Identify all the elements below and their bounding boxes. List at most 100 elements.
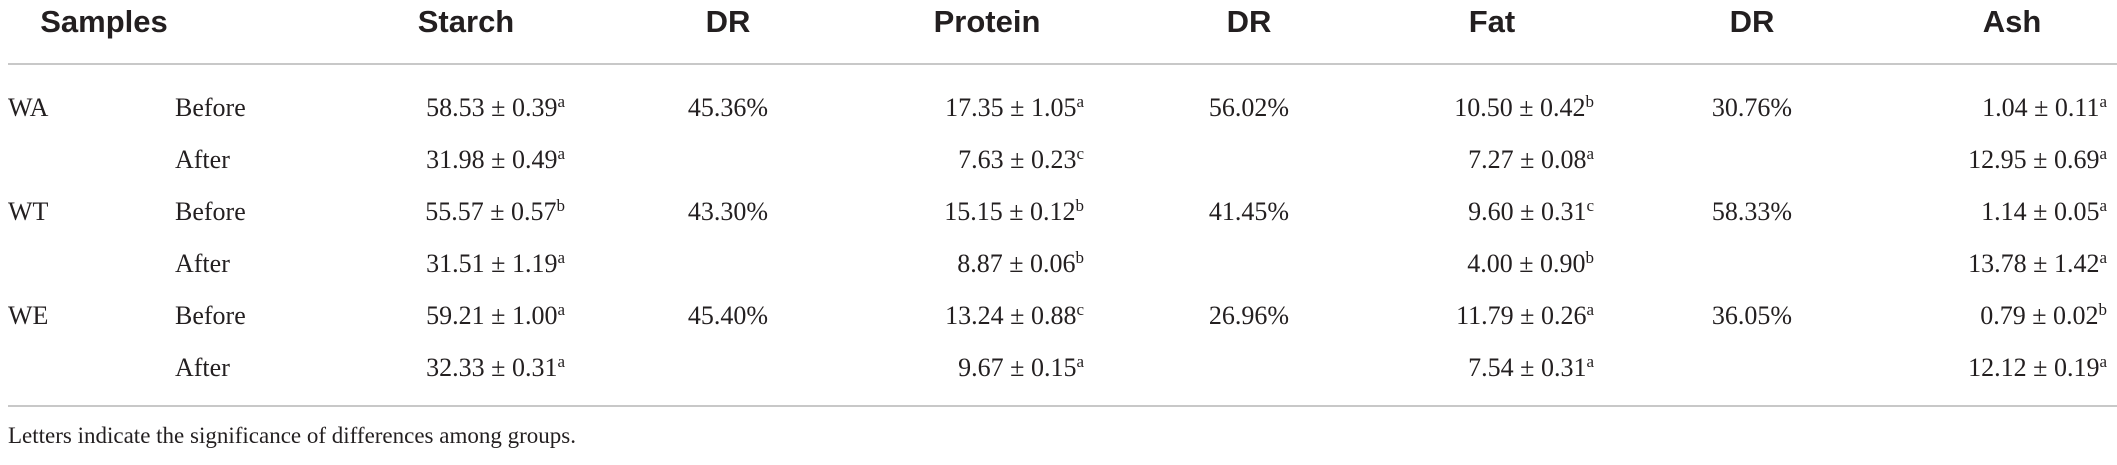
cell-fat-value: 7.54 ± 0.31 (1468, 353, 1587, 382)
cell-ash-value: 0.79 ± 0.02 (1980, 301, 2099, 330)
cell-ash: 0.79 ± 0.02b (1980, 300, 2108, 330)
cell-starch-value: 59.21 ± 1.00 (426, 301, 558, 330)
cell-starch: 59.21 ± 1.00a (426, 300, 565, 330)
significance-letter: b (1075, 248, 1085, 267)
significance-letter: b (1585, 248, 1595, 267)
cell-protein: 17.35 ± 1.05a (945, 92, 1084, 122)
cell-stage: Before (175, 199, 246, 225)
cell-fat: 9.60 ± 0.31c (1468, 196, 1594, 226)
significance-letter: a (2099, 352, 2107, 371)
cell-starch-value: 55.57 ± 0.57 (425, 197, 557, 226)
cell-fat: 7.54 ± 0.31a (1468, 352, 1594, 382)
bottom-rule (8, 405, 2117, 407)
cell-ash: 13.78 ± 1.42a (1968, 248, 2107, 278)
cell-ash: 1.04 ± 0.11a (1982, 93, 2107, 122)
cell-dr-starch: 45.36% (688, 95, 768, 121)
cell-starch-value: 31.51 ± 1.19 (426, 249, 558, 278)
cell-dr-fat: 36.05% (1712, 303, 1792, 329)
cell-sample-value: WT (8, 197, 49, 226)
cell-ash-value: 12.95 ± 0.69 (1968, 145, 2100, 174)
significance-letter: a (557, 144, 565, 163)
cell-ash-value: 13.78 ± 1.42 (1968, 249, 2100, 278)
header-dr-starch: DR (705, 4, 751, 39)
cell-dr-starch: 43.30% (688, 199, 768, 225)
cell-protein: 15.15 ± 0.12b (944, 196, 1085, 226)
cell-fat-value: 9.60 ± 0.31 (1468, 197, 1587, 226)
header-starch: Starch (417, 4, 515, 39)
significance-letter: a (2099, 248, 2107, 267)
cell-dr-protein: 56.02% (1209, 95, 1289, 121)
significance-letter: a (557, 248, 565, 267)
cell-starch: 55.57 ± 0.57b (425, 197, 565, 226)
significance-letter: a (1076, 92, 1084, 111)
header-protein: Protein (933, 4, 1041, 39)
cell-dr-fat-value: 58.33% (1711, 197, 1793, 226)
cell-dr-fat-value: 36.05% (1711, 301, 1793, 330)
significance-letter: c (1076, 300, 1084, 319)
cell-protein-value: 17.35 ± 1.05 (945, 93, 1077, 122)
header-fat: Fat (1468, 4, 1516, 39)
cell-dr-protein-value: 56.02% (1208, 93, 1290, 122)
cell-fat-value: 7.27 ± 0.08 (1468, 145, 1587, 174)
cell-protein: 13.24 ± 0.88c (945, 300, 1084, 330)
cell-sample: WA (8, 95, 48, 121)
significance-letter: b (2098, 300, 2108, 319)
cell-sample-value: WE (8, 301, 49, 330)
cell-fat-value: 10.50 ± 0.42 (1454, 93, 1586, 122)
cell-ash: 12.95 ± 0.69a (1968, 144, 2107, 174)
significance-letter: a (1586, 144, 1594, 163)
cell-starch-value: 58.53 ± 0.39 (426, 93, 558, 122)
cell-stage-value: After (175, 353, 230, 382)
cell-fat: 4.00 ± 0.90b (1467, 248, 1595, 278)
cell-fat: 11.79 ± 0.26a (1456, 300, 1594, 330)
cell-ash-value: 1.04 ± 0.11 (1982, 93, 2100, 122)
cell-dr-starch-value: 45.40% (687, 301, 769, 330)
cell-starch: 31.98 ± 0.49a (426, 144, 565, 173)
cell-stage: Before (175, 303, 246, 329)
cell-dr-protein: 26.96% (1209, 303, 1289, 329)
significance-letter: a (557, 300, 565, 319)
cell-fat: 10.50 ± 0.42b (1454, 92, 1595, 122)
cell-sample: WE (8, 303, 48, 329)
cell-starch-value: 32.33 ± 0.31 (426, 353, 558, 382)
significance-letter: c (1076, 144, 1084, 163)
significance-letter: a (2099, 144, 2107, 163)
significance-letter: c (1586, 196, 1594, 215)
cell-protein-value: 8.87 ± 0.06 (957, 249, 1076, 278)
cell-ash-value: 1.14 ± 0.05 (1981, 197, 2100, 226)
cell-starch: 31.51 ± 1.19a (426, 248, 565, 278)
significance-letter: a (1076, 352, 1084, 371)
cell-stage: Before (175, 95, 246, 121)
cell-dr-protein-value: 41.45% (1208, 197, 1290, 226)
cell-stage-value: After (175, 249, 230, 278)
significance-letter: a (1586, 300, 1594, 319)
cell-stage-value: After (175, 145, 230, 174)
cell-stage: After (175, 355, 230, 381)
cell-dr-fat: 58.33% (1712, 199, 1792, 225)
cell-starch: 32.33 ± 0.31a (426, 353, 565, 382)
cell-protein-value: 13.24 ± 0.88 (945, 301, 1077, 330)
cell-protein: 7.63 ± 0.23c (958, 144, 1084, 174)
cell-protein: 8.87 ± 0.06b (957, 248, 1085, 278)
cell-ash-value: 12.12 ± 0.19 (1968, 353, 2100, 382)
cell-fat-value: 11.79 ± 0.26 (1456, 301, 1587, 330)
cell-starch: 58.53 ± 0.39a (426, 92, 565, 122)
cell-fat-value: 4.00 ± 0.90 (1467, 249, 1586, 278)
significance-letter: b (1585, 92, 1595, 111)
cell-protein-value: 15.15 ± 0.12 (944, 197, 1076, 226)
significance-letter: a (1586, 352, 1594, 371)
cell-protein-value: 7.63 ± 0.23 (958, 145, 1077, 174)
header-dr-protein: DR (1226, 4, 1272, 39)
cell-dr-protein-value: 26.96% (1208, 301, 1290, 330)
cell-fat: 7.27 ± 0.08a (1468, 144, 1594, 174)
header-dr-fat: DR (1729, 4, 1775, 39)
cell-sample-value: WA (8, 93, 49, 122)
significance-letter: a (2099, 196, 2107, 215)
cell-stage-value: Before (175, 197, 246, 226)
cell-stage: After (175, 147, 230, 173)
cell-dr-fat: 30.76% (1712, 95, 1792, 121)
cell-dr-protein: 41.45% (1209, 199, 1289, 225)
cell-protein-value: 9.67 ± 0.15 (958, 353, 1077, 382)
significance-letter: b (1075, 196, 1085, 215)
significance-letter: a (557, 92, 565, 111)
